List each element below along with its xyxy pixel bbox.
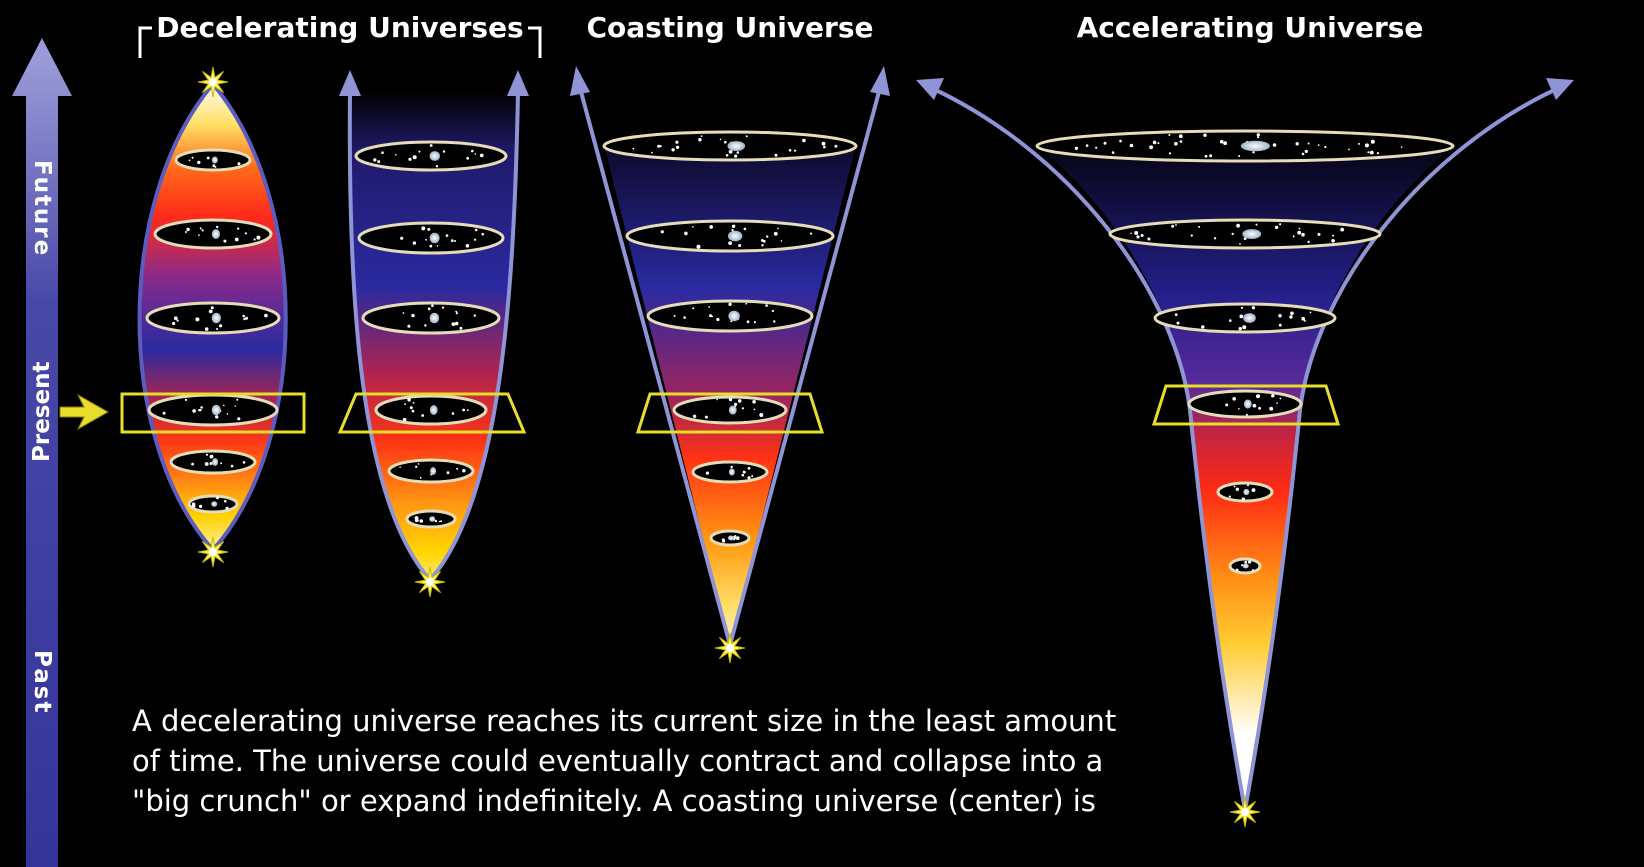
universe-accelerating-body [1036, 145, 1455, 810]
galaxy-disk [387, 458, 475, 484]
galaxy-disk [625, 219, 835, 253]
galaxy-disk [1153, 302, 1337, 334]
big-crunch-star-icon [197, 66, 229, 98]
galaxy-disk [153, 218, 273, 250]
universe-coasting-edge-left [578, 87, 732, 646]
arrow-head-icon [916, 78, 944, 100]
galaxy-disk [709, 529, 751, 547]
title-bracket-right [528, 26, 542, 58]
universe-open-edge-left [347, 91, 432, 582]
arrow-head-icon [339, 70, 361, 96]
universe-open-body [349, 90, 518, 580]
galaxy-disk [374, 394, 488, 426]
decelerating-title-group: Decelerating Universes [138, 11, 542, 58]
galaxy-disk [361, 301, 501, 335]
universe-closed [120, 66, 306, 568]
galaxy-disk [1187, 389, 1303, 419]
big-bang-star-icon [414, 566, 446, 598]
arrow-head-icon [570, 66, 590, 96]
universe-accelerating [916, 78, 1574, 828]
universe-coasting-edge-right [728, 87, 882, 646]
galaxy-disk [354, 140, 508, 172]
title-decelerating: Decelerating Universes [156, 11, 523, 44]
caption-line: of time. The universe could eventually c… [132, 744, 1104, 778]
galaxy-disk [1035, 129, 1455, 163]
galaxy-disk [602, 130, 858, 162]
universe-open [337, 70, 529, 598]
caption-line: "big crunch" or expand indefinitely. A c… [132, 784, 1096, 818]
galaxy-disk [187, 494, 239, 514]
galaxy-disk [169, 449, 257, 475]
galaxy-disk [646, 299, 814, 333]
arrow-head-icon [1546, 78, 1574, 100]
axis-label-present: Present [29, 362, 55, 462]
axis-label-past: Past [29, 650, 55, 714]
galaxy-disk [145, 301, 281, 335]
big-bang-star-icon [197, 536, 229, 568]
time-axis: Future Present Past [12, 38, 110, 867]
galaxy-disk [147, 393, 279, 427]
big-bang-star-icon [714, 632, 746, 664]
universe-accelerating-edge-right [1243, 83, 1566, 811]
present-marker [1151, 384, 1341, 426]
present-marker [120, 392, 306, 434]
present-marker [635, 392, 825, 434]
arrow-head-icon [870, 66, 890, 96]
universe-accelerating-edge-left [924, 83, 1247, 811]
galaxy-disk [357, 221, 505, 255]
galaxy-disk [1108, 218, 1382, 250]
present-marker [337, 392, 527, 434]
time-axis-arrow [12, 38, 72, 867]
galaxy-disk [1228, 557, 1262, 575]
galaxy-disk [691, 460, 769, 484]
galaxy-disk [174, 148, 252, 172]
axis-label-future: Future [29, 160, 55, 257]
galaxy-disk [1216, 481, 1274, 503]
big-bang-star-icon [1229, 796, 1261, 828]
universe-open-edge-right [428, 91, 520, 582]
title-coasting: Coasting Universe [586, 11, 873, 44]
title-bracket-left [138, 26, 152, 58]
universe-coasting [570, 66, 890, 664]
arrow-head-icon [507, 70, 529, 96]
caption-line: A decelerating universe reaches its curr… [132, 704, 1117, 738]
title-accelerating: Accelerating Universe [1077, 11, 1424, 44]
galaxy-disk [672, 395, 788, 425]
present-pointer-icon [59, 393, 110, 431]
galaxy-disk [405, 509, 457, 529]
